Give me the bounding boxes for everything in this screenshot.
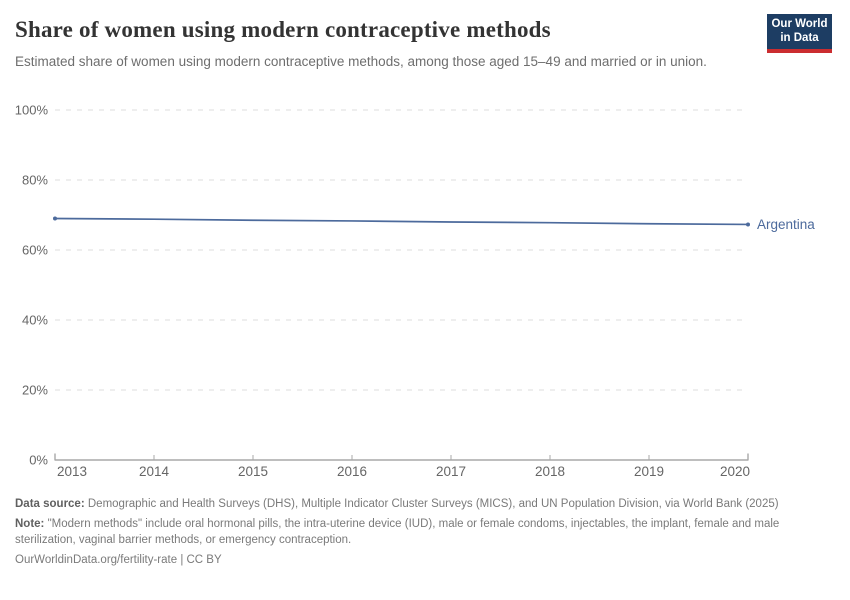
series-end-point[interactable]	[746, 222, 750, 227]
x-axis-tick-label: 2013	[57, 464, 87, 479]
y-axis-tick-label: 60%	[22, 243, 48, 258]
owid-logo-line1: Our World	[771, 18, 828, 30]
chart-footer: Data source: Demographic and Health Surv…	[15, 496, 823, 572]
note-text: "Modern methods" include oral hormonal p…	[15, 518, 780, 546]
series-line-argentina[interactable]	[54, 217, 749, 226]
note-label: Note:	[15, 518, 45, 530]
x-axis-tick-label: 2015	[238, 464, 268, 479]
y-axis-tick-label: 40%	[22, 313, 48, 328]
data-source-text: Demographic and Health Surveys (DHS), Mu…	[84, 498, 779, 510]
data-source-line: Data source: Demographic and Health Surv…	[15, 496, 823, 512]
owid-logo[interactable]: Our World in Data	[767, 14, 832, 53]
y-axis-tick-label: 0%	[29, 453, 48, 468]
y-axis-tick-label: 20%	[22, 383, 48, 398]
x-axis-tick-label: 2014	[139, 464, 170, 479]
series-entity-label[interactable]: Argentina	[757, 217, 815, 232]
owid-logo-line2: in Data	[780, 31, 819, 44]
y-axis-tick-label: 80%	[22, 173, 48, 188]
page-title: Share of women using modern contraceptiv…	[15, 17, 551, 42]
data-source-label: Data source:	[15, 498, 85, 510]
license-line[interactable]: OurWorldinData.org/fertility-rate | CC B…	[15, 554, 222, 566]
x-axis-tick-label: 2018	[535, 464, 565, 479]
x-axis-tick-label: 2017	[436, 464, 466, 479]
chart-subtitle: Estimated share of women using modern co…	[15, 54, 707, 69]
x-axis-tick-label: 2020	[720, 464, 750, 479]
x-axis-tick-label: 2019	[634, 464, 664, 479]
x-axis-tick-label: 2016	[337, 464, 367, 479]
series-start-point[interactable]	[53, 216, 57, 221]
note-line: Note: "Modern methods" include oral horm…	[15, 516, 823, 548]
y-axis-tick-label: 100%	[15, 103, 49, 118]
